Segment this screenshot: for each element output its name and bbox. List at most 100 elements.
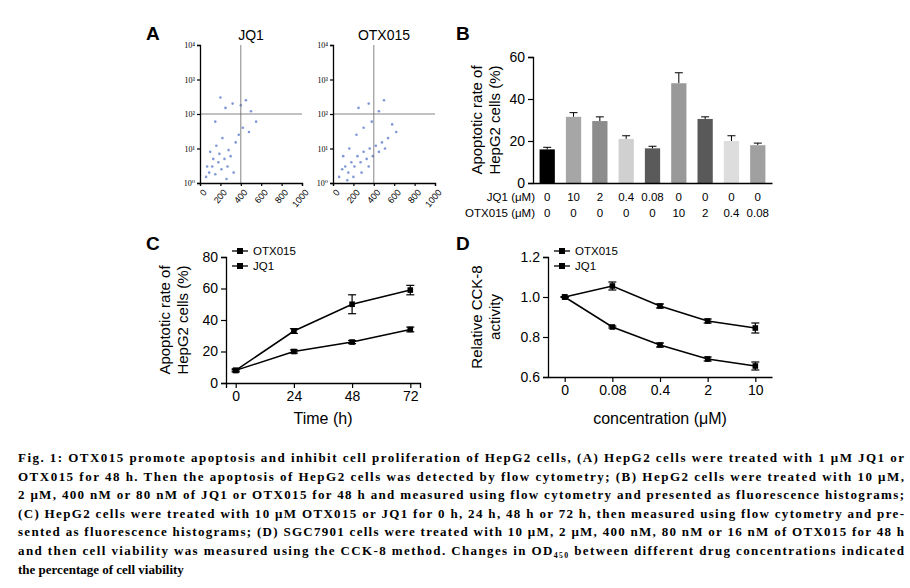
y-axis-tick-mark [330,183,333,184]
quadrant-line [333,114,435,115]
y-axis-tick-mark [528,141,533,142]
data-point [212,158,215,161]
error-cap [754,143,762,144]
data-point [338,176,341,179]
legend: OTX015JQ1 [554,245,618,272]
panel-letter: A [146,23,160,44]
y-axis-tick-label: 10⁴ [317,41,328,50]
x-axis-tick-label: 200 [212,187,229,205]
bar [750,145,765,183]
data-point [237,133,240,136]
error-bar-cap [608,289,616,290]
x-axis-tick-label: 800 [406,187,423,205]
error-bar-cap [406,294,414,295]
error-bar [656,304,664,308]
y-axis-tick-label: 20 [202,343,218,359]
x-tick-label: 0 [623,207,629,219]
y-axis-tick-label: 10⁰ [184,179,195,188]
x-axis-tick: 600 [253,183,270,205]
y-axis-tick-label: 0 [210,375,218,391]
y-axis-tick-mark [528,99,533,100]
error-cap [727,135,735,136]
error-cap [649,146,657,147]
y-axis-tick-label: 20 [509,133,525,149]
data-point [408,327,414,333]
y-axis-tick: 10³ [318,76,333,85]
x-axis-tick-label: 72 [403,388,419,404]
data-point [245,99,248,102]
y-axis-tick-label: 60 [202,280,218,296]
legend-label: JQ1 [575,260,596,272]
data-point [205,176,208,179]
x-axis: 02004006008001000 [198,183,311,209]
y-axis-tick-mark [221,288,226,289]
y-axis-tick: 60 [509,49,533,65]
x-tick-label: 0 [544,191,550,203]
error-bar-cap [751,361,759,362]
panel-letter: C [146,233,160,254]
x-tick-label: 2 [702,207,708,219]
error-bar [704,357,712,361]
data-point [753,325,759,331]
y-axis-title: HepG2 cells (%) [174,265,191,374]
y-axis: 0204060 [509,49,533,191]
x-axis-tick: 72 [403,383,419,404]
x-axis-tick: 0 [198,183,209,198]
y-axis-tick: 40 [202,312,226,328]
x-axis-tick: 0 [331,183,342,198]
data-point [231,102,234,105]
x-tick-label: 0 [570,207,576,219]
legend-marker [559,248,565,254]
error-bar [704,319,712,323]
category-row-title: OTX015 (μM) [465,207,535,219]
y-axis-tick: 0 [210,375,226,391]
data-point [347,171,350,174]
data-point [215,144,218,147]
data-point [220,168,223,171]
x-tick-label: 0 [544,207,550,219]
x-axis-tick-label: 0 [331,187,342,197]
y-axis-title: activity [486,294,503,340]
data-point [350,161,353,164]
x-axis-tick-label: 1000 [423,187,444,209]
data-point [248,131,251,134]
plot-area [232,285,415,373]
data-point [218,153,221,156]
x-axis-tick: 1000 [423,183,444,209]
y-axis-tick-label: 60 [509,49,525,65]
y-axis-tick-label: 10⁴ [184,41,195,50]
x-axis: 02004006008001000 [331,183,444,209]
x-axis-tick-mark [333,183,334,186]
error-cap [596,116,604,117]
bar [592,121,607,183]
x-axis-tick: 200 [212,183,229,205]
data-point [562,294,568,300]
y-axis-tick-label: 80 [202,249,218,265]
legend-marker [237,248,243,254]
error-bar-cap [406,285,414,286]
error-bar [290,329,298,334]
data-point [357,107,360,110]
bar [566,117,581,183]
data-point [349,339,355,345]
series-line [236,290,411,370]
x-axis-tick: 400 [232,183,249,205]
y-axis-tick-mark [330,45,333,46]
data-point [360,171,363,174]
y-axis-tick: 10² [318,110,333,119]
y-axis-tick-label: 10² [185,110,196,119]
y-axis-tick: 10⁴ [317,41,333,50]
x-axis-tick-label: 0.08 [599,382,626,398]
x-axis-tick-label: 0 [232,388,240,404]
x-axis-tick-mark [435,183,436,186]
y-axis-tick-mark [528,183,533,184]
error-bar [731,136,732,141]
x-axis-tick: 10 [748,377,764,398]
error-cap [543,147,551,148]
y-axis-tick-mark [197,183,200,184]
y-axis-tick-mark [197,79,200,80]
error-cap [622,135,630,136]
x-axis: 0244872 [227,383,421,404]
x-axis-tick-mark [282,183,283,186]
y-axis: 10⁰10¹10²10³10⁴ [317,41,334,188]
